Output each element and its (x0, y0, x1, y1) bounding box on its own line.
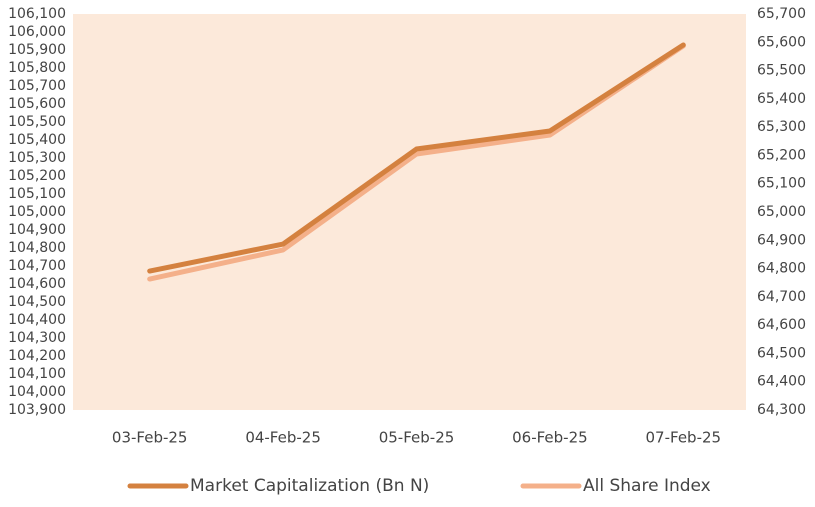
y-tick-label: 104,000 (8, 384, 66, 400)
x-tick-label: 04-Feb-25 (245, 429, 321, 447)
y-tick-label: 104,800 (8, 240, 66, 256)
y-tick-label: 104,900 (8, 222, 66, 238)
x-tick-label: 05-Feb-25 (379, 429, 455, 447)
y-tick-label: 105,300 (8, 150, 66, 166)
y-tick-label: 105,700 (8, 78, 66, 94)
y-tick-label: 104,200 (8, 348, 66, 364)
y-tick-label: 104,600 (8, 276, 66, 292)
y2-tick-label: 65,100 (757, 176, 806, 192)
x-tick-label: 07-Feb-25 (646, 429, 722, 447)
y2-tick-label: 64,700 (757, 289, 806, 305)
y-tick-label: 104,500 (8, 294, 66, 310)
y-tick-label: 106,100 (8, 6, 66, 22)
series-line (147, 42, 686, 274)
y-tick-label: 105,900 (8, 42, 66, 58)
y2-tick-label: 64,900 (757, 232, 806, 248)
y2-tick-label: 64,400 (757, 374, 806, 390)
y2-tick-label: 65,600 (757, 34, 806, 50)
y-tick-label: 104,300 (8, 330, 66, 346)
y-tick-label: 106,000 (8, 24, 66, 40)
y-tick-label: 105,500 (8, 114, 66, 130)
x-tick-label: 03-Feb-25 (112, 429, 188, 447)
y2-tick-label: 64,500 (757, 345, 806, 361)
y2-tick-label: 65,200 (757, 147, 806, 163)
y2-tick-label: 64,800 (757, 261, 806, 277)
y2-tick-label: 65,700 (757, 6, 806, 22)
y2-tick-label: 65,400 (757, 91, 806, 107)
y2-tick-label: 65,000 (757, 204, 806, 220)
y-tick-label: 103,900 (8, 402, 66, 418)
y-tick-label: 105,100 (8, 186, 66, 202)
y2-tick-label: 65,300 (757, 119, 806, 135)
y-tick-label: 104,100 (8, 366, 66, 382)
series-line (147, 43, 686, 282)
y-tick-label: 105,200 (8, 168, 66, 184)
y-tick-label: 105,400 (8, 132, 66, 148)
legend-label: All Share Index (583, 476, 711, 496)
y-tick-label: 105,000 (8, 204, 66, 220)
y-tick-label: 105,800 (8, 60, 66, 76)
y2-tick-label: 64,300 (757, 402, 806, 418)
y-tick-label: 105,600 (8, 96, 66, 112)
legend-label: Market Capitalization (Bn N) (190, 476, 429, 496)
y-tick-label: 104,700 (8, 258, 66, 274)
y-tick-label: 104,400 (8, 312, 66, 328)
y2-tick-label: 65,500 (757, 63, 806, 79)
y2-tick-label: 64,600 (757, 317, 806, 333)
x-tick-label: 06-Feb-25 (512, 429, 588, 447)
